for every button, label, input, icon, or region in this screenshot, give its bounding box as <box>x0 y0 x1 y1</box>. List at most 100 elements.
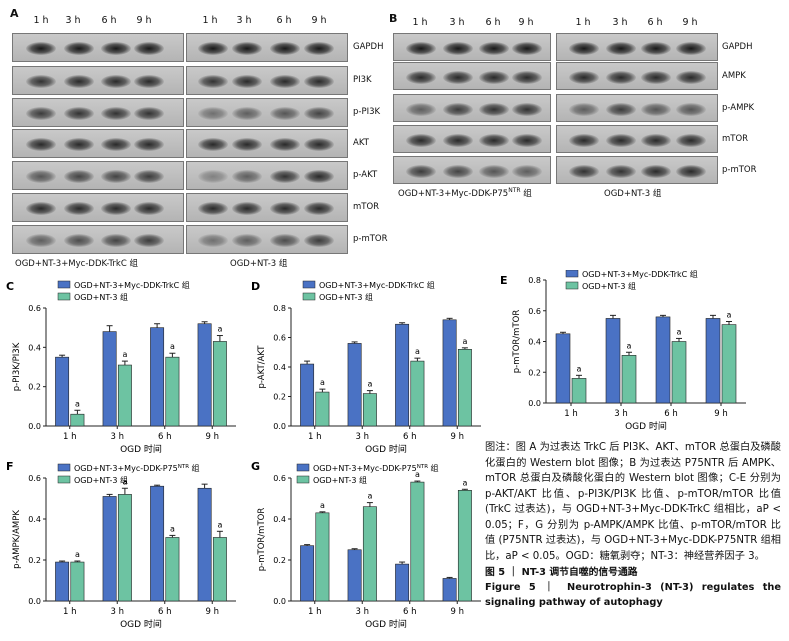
blot-row-label: p-mTOR <box>722 165 757 175</box>
blot-band <box>270 107 300 120</box>
group-label-prefix: OGD+NT-3+Myc-DDK-P75 <box>398 189 509 199</box>
blot-band <box>641 41 671 55</box>
y-tick-label: 0.8 <box>528 276 541 285</box>
figure-caption: 图注：图 A 为过表达 TrkC 后 PI3K、AKT、mTOR 总蛋白及磷酸化… <box>485 440 781 610</box>
chart-c: C OGD+NT-3+Myc-DDK-TrkC 组 OGD+NT-3 组 0.0 0.2… <box>6 280 236 454</box>
significance-mark: a <box>217 520 222 529</box>
bar <box>671 341 687 404</box>
blot-strip <box>12 193 184 222</box>
x-tick-label: 3 h <box>111 432 125 442</box>
blot-row-label: mTOR <box>722 134 749 144</box>
legend-label: OGD+NT-3 组 <box>74 475 128 485</box>
bar <box>150 327 165 427</box>
blot-strip <box>556 62 718 90</box>
blot-band <box>270 234 300 247</box>
blot-band <box>479 41 509 55</box>
significance-mark: a <box>75 399 80 408</box>
significance-mark: a <box>415 347 420 356</box>
y-tick-label: 0.2 <box>273 393 286 402</box>
significance-mark: a <box>217 325 222 334</box>
significance-mark: a <box>462 478 467 487</box>
blot-band <box>443 133 473 147</box>
blot-band <box>26 75 56 88</box>
bar <box>212 537 227 602</box>
blot-band <box>569 70 599 84</box>
blot-band <box>134 138 164 151</box>
blot-band <box>232 234 262 247</box>
chart-d: D OGD+NT-3+Myc-DDK-TrkC 组 OGD+NT-3 组 0.0 0.2… <box>251 280 481 454</box>
blot-band <box>134 202 164 215</box>
x-tick-label: 9 h <box>451 607 465 617</box>
bar <box>571 378 587 404</box>
bar <box>442 319 457 427</box>
bar <box>102 331 117 427</box>
blot-band <box>64 170 94 183</box>
chart-e: E OGD+NT-3+Myc-DDK-TrkC 组 OGD+NT-3 组 0.0 0.2… <box>500 270 746 432</box>
blot-band <box>232 107 262 120</box>
blot-strip <box>556 94 718 122</box>
blot-band <box>198 234 228 247</box>
bar <box>117 364 132 427</box>
y-tick-label: 0.2 <box>273 556 286 565</box>
bar <box>395 563 410 602</box>
blot-row-label: GAPDH <box>353 42 384 52</box>
blot-band <box>198 42 228 55</box>
blot-band <box>406 41 436 55</box>
bar <box>362 506 377 602</box>
blot-strip <box>186 193 348 222</box>
bar <box>395 323 410 427</box>
x-axis-label: OGD 时间 <box>365 618 407 630</box>
x-tick-label: 1 h <box>308 607 322 617</box>
blot-band <box>198 107 228 120</box>
blot-band <box>406 164 436 178</box>
x-tick-label: 9 h <box>451 432 465 442</box>
y-axis-label: p-AMPK/AMPK <box>12 510 22 569</box>
panel-a-label: A <box>10 7 19 20</box>
y-tick-label: 0.6 <box>273 334 286 343</box>
blot-band <box>606 41 636 55</box>
bar <box>165 356 180 427</box>
significance-mark: a <box>577 364 582 373</box>
time-label: 6 h <box>276 15 292 26</box>
x-tick-label: 9 h <box>206 607 220 617</box>
blot-band <box>232 202 262 215</box>
blot-band <box>676 102 706 116</box>
significance-mark: a <box>415 470 420 479</box>
blot-band <box>26 138 56 151</box>
legend-swatch <box>296 475 310 484</box>
blot-band <box>443 102 473 116</box>
blot-strip <box>556 33 718 61</box>
chart-g: G OGD+NT-3+Myc-DDK-P75NTR 组 OGD+NT-3 组 0.0 0… <box>251 460 481 630</box>
legend-label: OGD+NT-3+Myc-DDK-TrkC 组 <box>74 280 190 290</box>
legend-swatch <box>57 475 71 484</box>
legend-swatch <box>57 463 71 472</box>
group-label-nt3: OGD+NT-3 组 <box>230 259 288 269</box>
bar <box>442 578 457 602</box>
blot-band <box>512 133 542 147</box>
y-tick-label: 0.4 <box>273 363 286 372</box>
blot-band <box>304 107 334 120</box>
blot-band <box>101 107 131 120</box>
bar <box>655 316 671 404</box>
blot-band <box>512 164 542 178</box>
x-axis-label: OGD 时间 <box>120 618 162 630</box>
bar <box>315 391 330 427</box>
blot-band <box>101 170 131 183</box>
blot-band <box>232 42 262 55</box>
blot-band <box>569 164 599 178</box>
x-tick-label: 6 h <box>664 409 678 419</box>
x-tick-label: 6 h <box>158 607 172 617</box>
blot-band <box>443 164 473 178</box>
time-label: 3 h <box>449 17 465 28</box>
panel-label: C <box>6 280 14 293</box>
significance-mark: a <box>320 378 325 387</box>
blot-band <box>101 42 131 55</box>
group-label-suffix: 组 <box>520 189 532 199</box>
significance-mark: a <box>75 550 80 559</box>
blot-band <box>676 41 706 55</box>
blot-band <box>406 70 436 84</box>
blot-band <box>512 41 542 55</box>
time-label: 3 h <box>65 15 81 26</box>
blot-band <box>101 202 131 215</box>
chart-f: F OGD+NT-3+Myc-DDK-P75NTR 组 OGD+NT-3 组 0.0 0… <box>6 460 236 630</box>
